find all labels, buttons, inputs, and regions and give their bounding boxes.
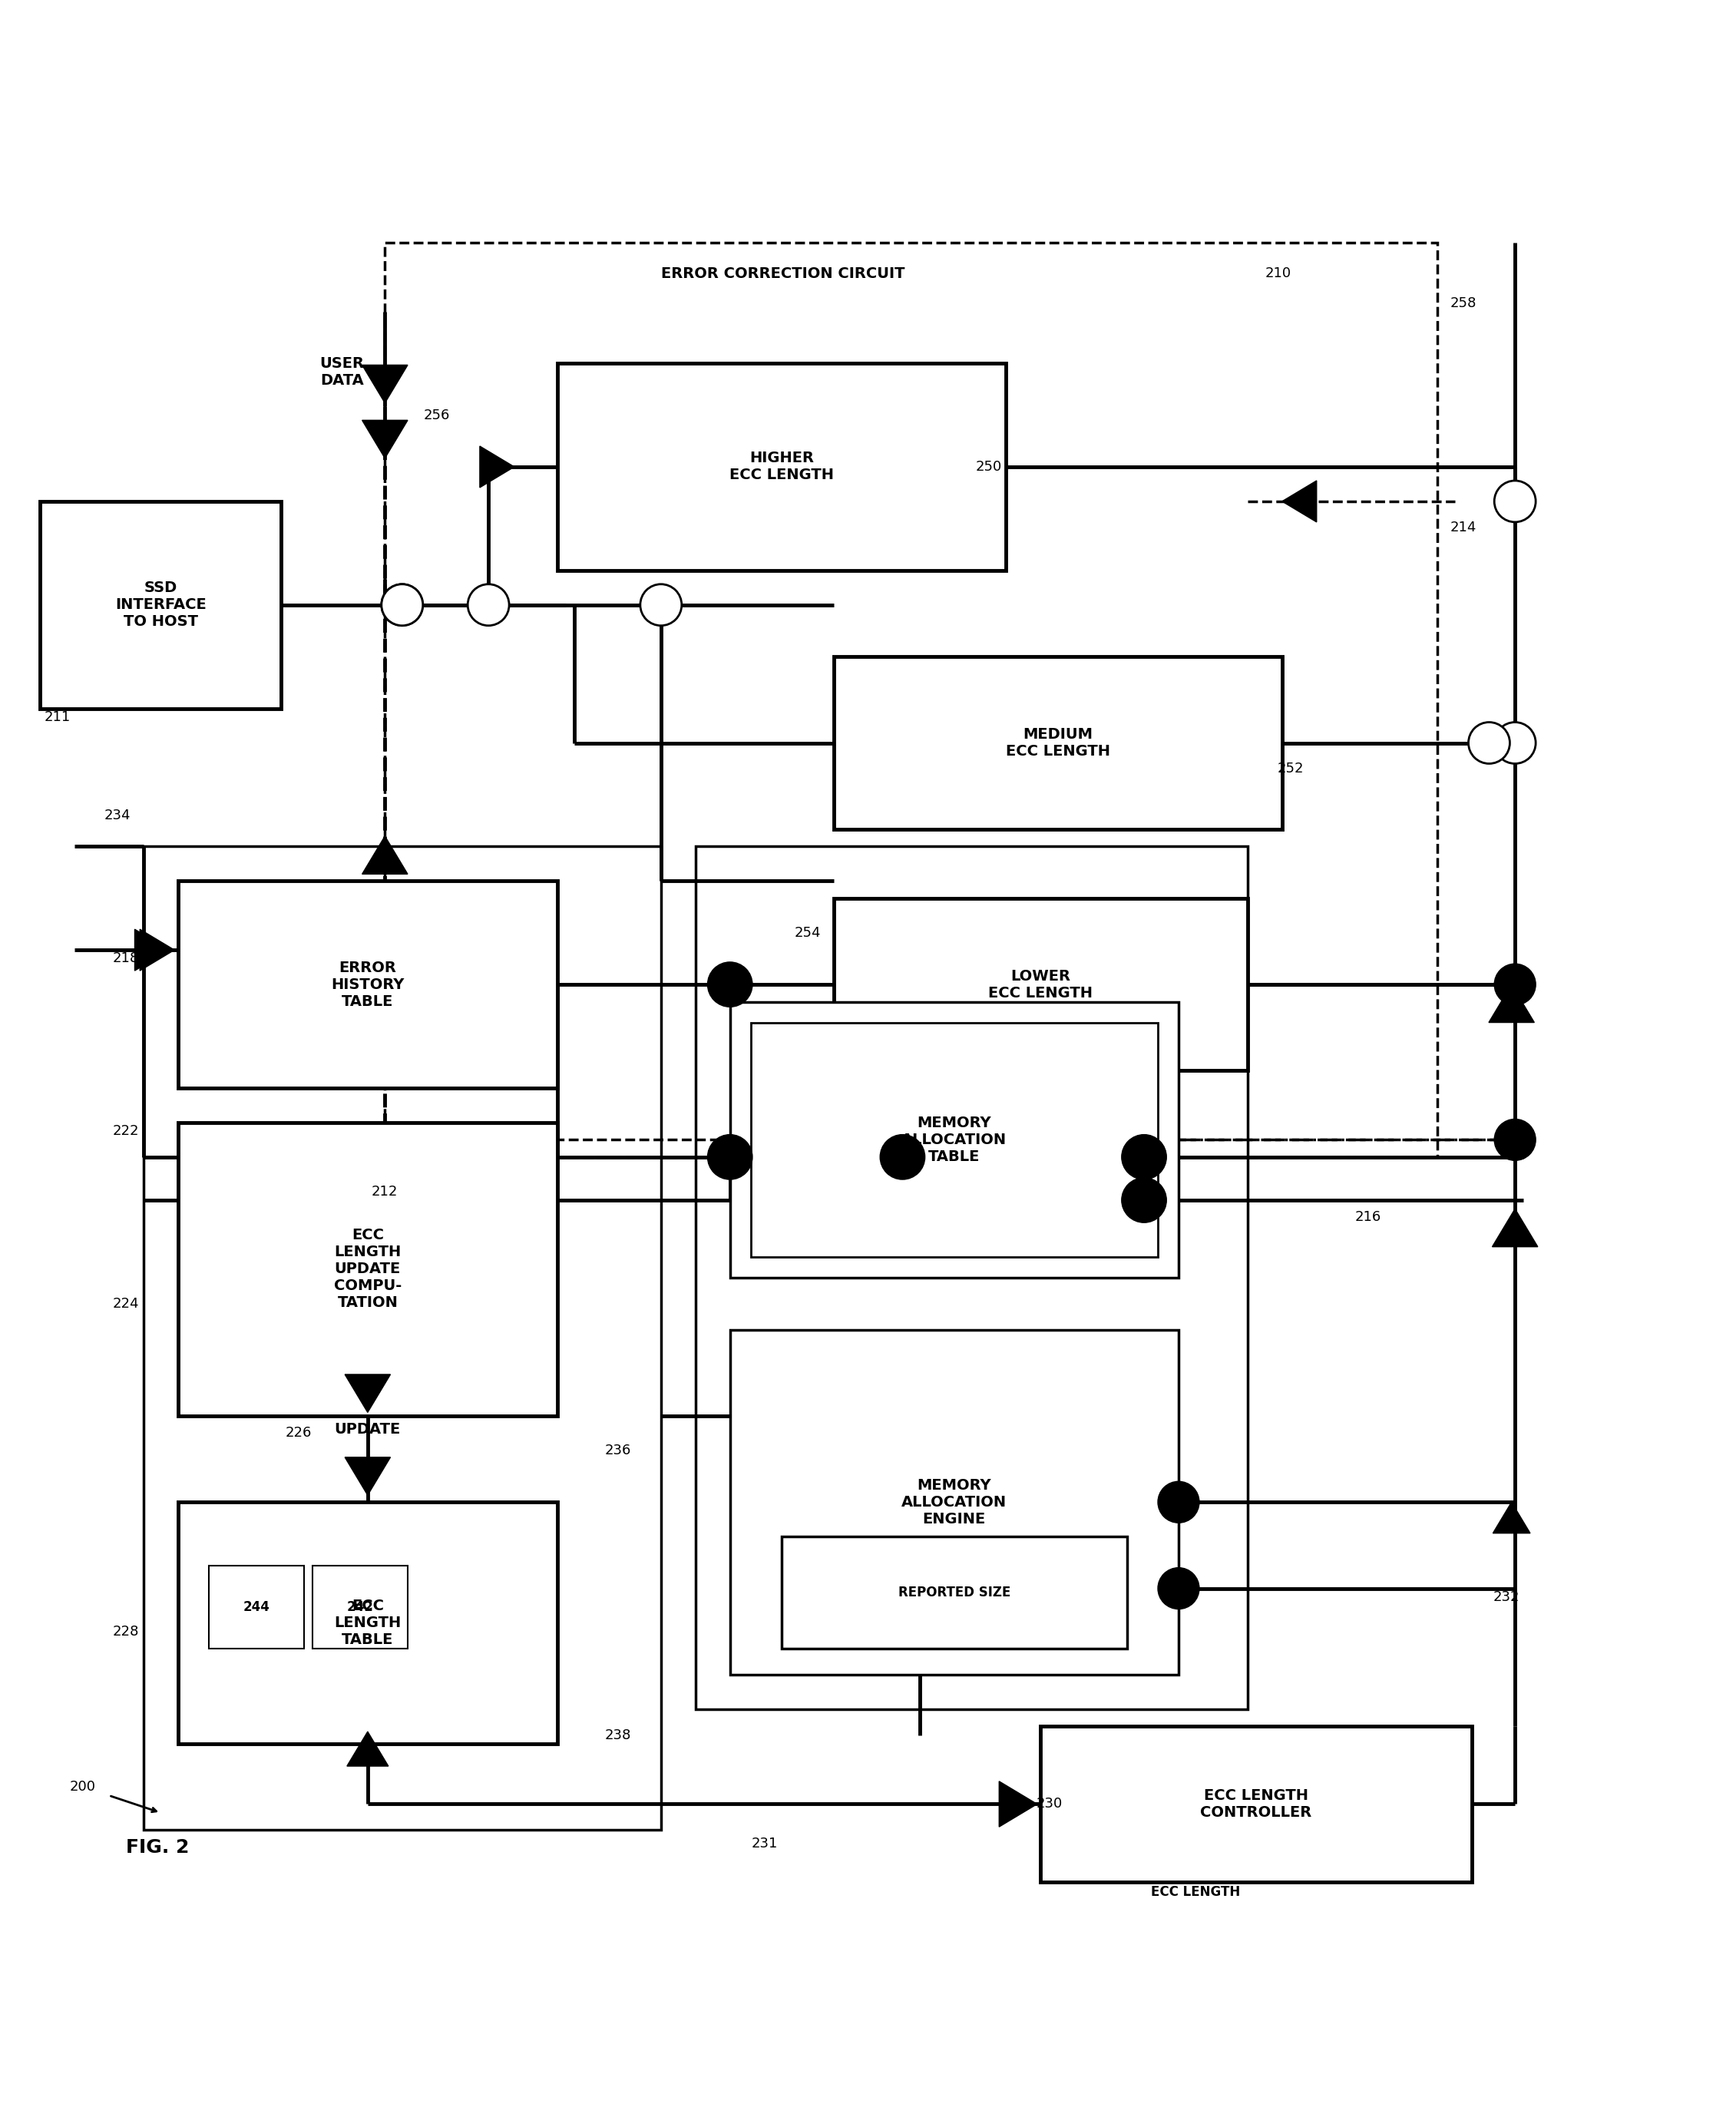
Text: 212: 212 [372, 1184, 398, 1199]
Text: SSD
INTERFACE
TO HOST: SSD INTERFACE TO HOST [115, 582, 207, 630]
FancyBboxPatch shape [729, 1001, 1179, 1277]
Text: 244: 244 [243, 1601, 269, 1614]
Circle shape [880, 1134, 925, 1180]
Text: ERROR
HISTORY
TABLE: ERROR HISTORY TABLE [332, 961, 404, 1009]
Text: 211: 211 [43, 710, 69, 725]
Text: 250: 250 [976, 459, 1002, 474]
Text: LOWER
ECC LENGTH: LOWER ECC LENGTH [988, 969, 1092, 1001]
Text: 218: 218 [113, 952, 139, 965]
Text: 232: 232 [1493, 1591, 1519, 1603]
Text: 242: 242 [347, 1601, 373, 1614]
Text: 200: 200 [69, 1780, 95, 1793]
Polygon shape [1493, 1209, 1538, 1247]
Polygon shape [141, 929, 174, 971]
Text: 224: 224 [113, 1296, 139, 1311]
Polygon shape [363, 419, 408, 457]
Text: 238: 238 [604, 1728, 630, 1742]
Text: REPORTED SIZE: REPORTED SIZE [898, 1587, 1010, 1599]
Circle shape [1469, 723, 1510, 763]
FancyBboxPatch shape [833, 898, 1248, 1070]
Text: UPDATE: UPDATE [335, 1422, 401, 1437]
Text: 254: 254 [795, 925, 821, 940]
FancyBboxPatch shape [312, 1566, 408, 1650]
Text: ECC LENGTH
CONTROLLER: ECC LENGTH CONTROLLER [1200, 1789, 1312, 1820]
Text: 226: 226 [285, 1426, 312, 1439]
Circle shape [1158, 1481, 1200, 1523]
Circle shape [1495, 480, 1536, 523]
Text: HIGHER
ECC LENGTH: HIGHER ECC LENGTH [729, 451, 833, 483]
Text: 214: 214 [1450, 520, 1476, 535]
Text: FIG. 2: FIG. 2 [127, 1837, 189, 1856]
Text: MEDIUM
ECC LENGTH: MEDIUM ECC LENGTH [1005, 727, 1109, 759]
Text: ECC
LENGTH
TABLE: ECC LENGTH TABLE [333, 1599, 401, 1648]
Polygon shape [347, 1732, 389, 1766]
Polygon shape [1493, 1502, 1529, 1534]
FancyBboxPatch shape [1040, 1726, 1472, 1882]
FancyBboxPatch shape [177, 1502, 557, 1745]
Text: 222: 222 [113, 1125, 139, 1138]
Text: 210: 210 [1266, 268, 1292, 280]
Text: 216: 216 [1356, 1212, 1382, 1224]
Text: 252: 252 [1278, 763, 1304, 775]
Polygon shape [1000, 1780, 1036, 1827]
Text: 228: 228 [113, 1624, 139, 1639]
Polygon shape [1283, 480, 1316, 523]
FancyBboxPatch shape [781, 1536, 1127, 1650]
FancyBboxPatch shape [750, 1022, 1158, 1258]
FancyBboxPatch shape [40, 501, 281, 708]
Circle shape [467, 584, 509, 626]
Circle shape [708, 1134, 752, 1180]
Circle shape [1121, 1134, 1167, 1180]
Circle shape [382, 584, 424, 626]
Polygon shape [479, 447, 514, 487]
Circle shape [382, 584, 424, 626]
Text: MEMORY
ALLOCATION
ENGINE: MEMORY ALLOCATION ENGINE [901, 1477, 1007, 1525]
FancyBboxPatch shape [833, 657, 1283, 830]
Text: 258: 258 [1450, 295, 1476, 310]
Text: 256: 256 [424, 409, 450, 421]
Text: MEMORY
ALLOCATION
TABLE: MEMORY ALLOCATION TABLE [901, 1115, 1007, 1163]
FancyBboxPatch shape [729, 1330, 1179, 1675]
Text: 236: 236 [604, 1443, 630, 1458]
Circle shape [708, 963, 752, 1007]
Text: USER
DATA: USER DATA [319, 356, 365, 388]
Circle shape [1495, 723, 1536, 763]
Circle shape [1495, 1119, 1536, 1161]
Text: 231: 231 [752, 1837, 778, 1850]
FancyBboxPatch shape [208, 1566, 304, 1650]
Text: 230: 230 [1036, 1797, 1062, 1812]
Text: ERROR CORRECTION CIRCUIT: ERROR CORRECTION CIRCUIT [661, 265, 904, 280]
Text: ECC LENGTH: ECC LENGTH [1151, 1886, 1241, 1898]
Polygon shape [1489, 984, 1535, 1022]
Polygon shape [345, 1458, 391, 1496]
Text: 234: 234 [104, 809, 130, 822]
FancyBboxPatch shape [177, 881, 557, 1087]
FancyBboxPatch shape [557, 362, 1007, 571]
Circle shape [1158, 1568, 1200, 1610]
Circle shape [1121, 1178, 1167, 1222]
Polygon shape [363, 836, 408, 874]
Polygon shape [345, 1374, 391, 1412]
Circle shape [1495, 963, 1536, 1005]
FancyBboxPatch shape [177, 1123, 557, 1416]
Polygon shape [135, 929, 168, 971]
Polygon shape [363, 365, 408, 402]
Text: ECC
LENGTH
UPDATE
COMPU-
TATION: ECC LENGTH UPDATE COMPU- TATION [333, 1228, 401, 1311]
Circle shape [641, 584, 682, 626]
